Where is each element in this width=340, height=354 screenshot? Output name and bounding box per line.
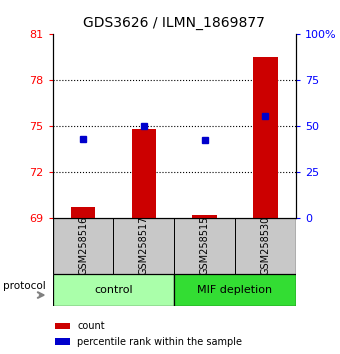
Text: GSM258516: GSM258516 [78,215,88,274]
Bar [174,274,296,306]
Bar [192,215,217,218]
Bar [71,207,95,218]
Text: percentile rank within the sample: percentile rank within the sample [77,337,242,347]
Bar [55,322,70,329]
Text: GSM258530: GSM258530 [260,215,270,274]
Bar [235,218,296,274]
Bar [55,338,70,345]
Title: GDS3626 / ILMN_1869877: GDS3626 / ILMN_1869877 [83,16,265,30]
Text: GSM258515: GSM258515 [200,215,210,275]
Bar [253,57,277,218]
Bar [114,218,174,274]
Bar [132,129,156,218]
Bar [53,218,114,274]
Text: GSM258517: GSM258517 [139,215,149,275]
Bar [174,218,235,274]
Text: protocol: protocol [3,280,45,291]
Bar [53,274,174,306]
Text: control: control [94,285,133,295]
Text: count: count [77,321,105,331]
Text: MIF depletion: MIF depletion [198,285,273,295]
